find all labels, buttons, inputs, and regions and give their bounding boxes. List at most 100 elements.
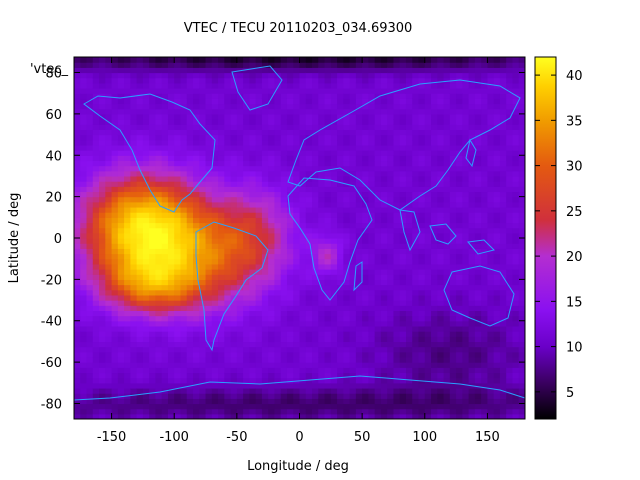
heatmap-cell [255, 98, 263, 105]
heatmap-cell [161, 206, 169, 213]
heatmap-cell [155, 362, 163, 368]
heatmap-cell [355, 150, 363, 156]
heatmap-cell [224, 398, 232, 405]
heatmap-cell [362, 129, 369, 136]
heatmap-cell [274, 408, 282, 415]
heatmap-cell [462, 269, 470, 275]
heatmap-cell [312, 196, 319, 203]
heatmap-cell [142, 248, 150, 255]
heatmap-cell [218, 196, 225, 203]
heatmap-cell [343, 243, 351, 249]
heatmap-cell [443, 77, 451, 84]
heatmap-cell [443, 351, 451, 358]
heatmap-cell [193, 67, 200, 74]
heatmap-cell [506, 320, 514, 327]
heatmap-cell [180, 274, 188, 280]
heatmap-cell [462, 72, 470, 79]
heatmap-cell [330, 408, 338, 415]
heatmap-cell [481, 408, 489, 415]
heatmap-cell [105, 57, 113, 63]
heatmap-cell [155, 408, 163, 415]
heatmap-cell [230, 320, 238, 327]
heatmap-cell [305, 139, 313, 146]
heatmap-cell [405, 124, 413, 130]
heatmap-cell [80, 119, 88, 125]
heatmap-cell [155, 289, 163, 296]
heatmap-cell [124, 398, 131, 405]
heatmap-cell [481, 222, 489, 229]
heatmap-cell [393, 181, 401, 187]
heatmap-cell [380, 279, 388, 286]
heatmap-cell [243, 253, 250, 260]
heatmap-cell [299, 196, 307, 203]
heatmap-cell [468, 67, 476, 74]
heatmap-cell [224, 134, 232, 141]
heatmap-cell [312, 413, 319, 419]
heatmap-cell [355, 217, 363, 224]
heatmap-cell [312, 98, 319, 105]
heatmap-cell [405, 212, 413, 218]
heatmap-cell [243, 248, 250, 255]
heatmap-cell [424, 222, 432, 229]
heatmap-cell [405, 186, 413, 193]
heatmap-cell [174, 108, 182, 115]
heatmap-cell [193, 103, 200, 110]
heatmap-cell [499, 269, 507, 275]
heatmap-cell [161, 398, 169, 405]
heatmap-cell [136, 222, 144, 229]
heatmap-cell [274, 398, 282, 405]
heatmap-cell [412, 227, 420, 234]
heatmap-cell [286, 289, 294, 296]
heatmap-cell [286, 160, 294, 167]
heatmap-cell [412, 134, 420, 141]
heatmap-cell [161, 377, 169, 384]
heatmap-cell [199, 351, 207, 358]
heatmap-cell [374, 382, 382, 389]
heatmap-cell [493, 108, 501, 115]
heatmap-cell [374, 294, 382, 301]
heatmap-cell [86, 393, 94, 399]
heatmap-cell [286, 72, 294, 79]
heatmap-cell [393, 248, 401, 255]
heatmap-cell [462, 196, 470, 203]
heatmap-cell [481, 175, 489, 182]
heatmap-cell [468, 124, 476, 130]
heatmap-cell [161, 356, 169, 363]
heatmap-cell [280, 217, 288, 224]
heatmap-cell [186, 217, 194, 224]
heatmap-cell [393, 119, 401, 125]
heatmap-cell [149, 341, 157, 348]
heatmap-cell [155, 248, 163, 255]
heatmap-cell [130, 201, 138, 208]
heatmap-cell [312, 222, 319, 229]
heatmap-cell [293, 300, 301, 306]
heatmap-cell [462, 398, 470, 405]
heatmap-cell [268, 232, 276, 239]
heatmap-cell [387, 212, 395, 218]
heatmap-cell [512, 129, 520, 136]
heatmap-cell [349, 362, 357, 368]
heatmap-cell [124, 72, 131, 79]
heatmap-cell [230, 413, 238, 419]
heatmap-cell [205, 351, 213, 358]
heatmap-cell [337, 382, 344, 389]
heatmap-cell [180, 289, 188, 296]
heatmap-cell [380, 201, 388, 208]
heatmap-cell [255, 175, 263, 182]
heatmap-cell [249, 279, 257, 286]
heatmap-cell [312, 248, 319, 255]
heatmap-cell [312, 393, 319, 399]
heatmap-cell [236, 403, 244, 410]
heatmap-cell [193, 269, 200, 275]
heatmap-cell [412, 165, 420, 172]
heatmap-cell [493, 387, 501, 394]
heatmap-cell [230, 175, 238, 182]
heatmap-cell [224, 227, 232, 234]
heatmap-cell [280, 72, 288, 79]
heatmap-cell [243, 331, 250, 337]
heatmap-cell [130, 160, 138, 167]
heatmap-cell [261, 82, 269, 89]
heatmap-cell [205, 387, 213, 394]
heatmap-cell [86, 227, 94, 234]
heatmap-cell [211, 212, 219, 218]
